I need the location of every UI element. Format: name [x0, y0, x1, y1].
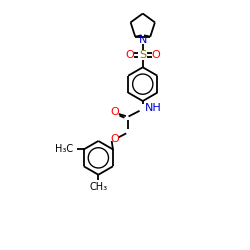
Text: N: N [138, 35, 147, 45]
Text: O: O [151, 50, 160, 60]
Text: NH: NH [145, 103, 162, 113]
Text: O: O [111, 134, 120, 144]
Text: H₃C: H₃C [55, 144, 73, 154]
Text: CH₃: CH₃ [89, 182, 108, 192]
Text: O: O [126, 50, 134, 60]
Text: S: S [139, 50, 146, 60]
Text: O: O [111, 107, 120, 117]
